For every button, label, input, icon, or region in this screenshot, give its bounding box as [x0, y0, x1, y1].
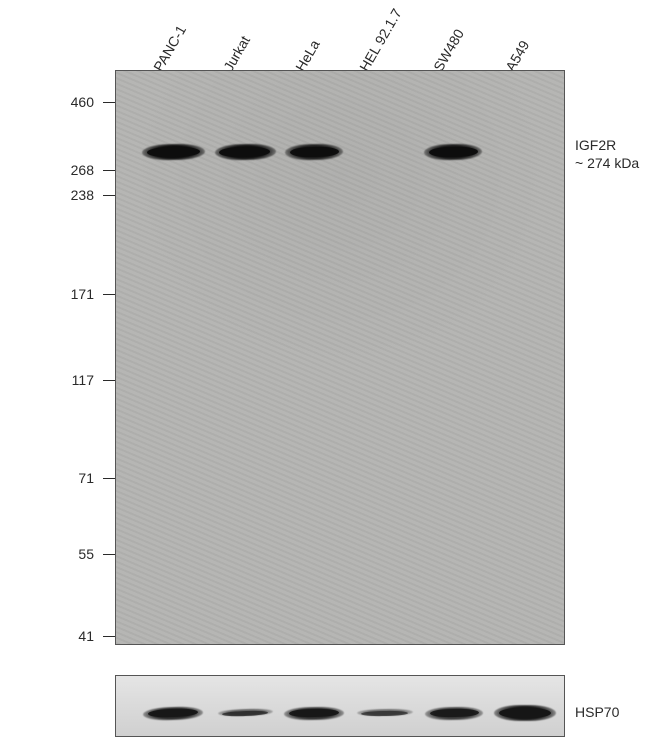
mw-marker-tick: [103, 170, 115, 171]
mw-marker-label: 171: [71, 286, 94, 302]
mw-marker-label: 268: [71, 162, 94, 178]
mw-marker-label: 71: [78, 470, 94, 486]
mw-marker-label: 460: [71, 94, 94, 110]
target-protein-label: IGF2R: [575, 137, 616, 153]
loading-control-label: HSP70: [575, 704, 619, 720]
mw-marker-tick: [103, 102, 115, 103]
figure-container: PANC-1 Jurkat HeLa HEL 92.1.7 SW480 A549…: [0, 0, 650, 756]
mw-marker-tick: [103, 636, 115, 637]
mw-marker-label: 55: [78, 546, 94, 562]
mw-marker-tick: [103, 478, 115, 479]
western-band-core: [499, 708, 551, 718]
mw-marker-tick: [103, 380, 115, 381]
western-band-core: [361, 710, 408, 715]
mw-marker-label: 117: [72, 372, 94, 388]
mw-marker-tick: [103, 554, 115, 555]
lane-label: SW480: [430, 26, 467, 74]
target-protein-mw: ~ 274 kDa: [575, 155, 639, 171]
mw-marker-tick: [103, 195, 115, 196]
lane-label: HEL 92.1.7: [356, 6, 405, 74]
mw-marker-label: 238: [71, 187, 94, 203]
lane-label: HeLa: [292, 37, 323, 74]
mw-marker-tick: [103, 294, 115, 295]
mw-marker-label: 41: [78, 628, 94, 644]
lane-label: Jurkat: [220, 33, 253, 74]
lane-label: PANC-1: [150, 22, 189, 74]
lane-label: A549: [502, 38, 532, 74]
